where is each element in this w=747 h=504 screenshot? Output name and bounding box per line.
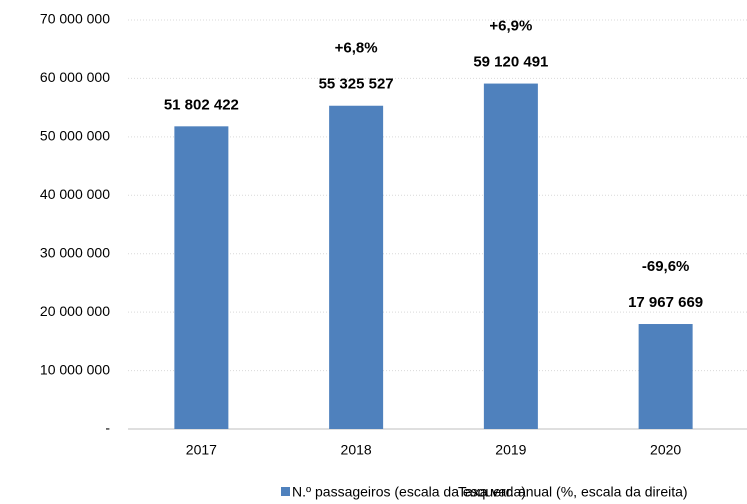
x-tick-label: 2019 xyxy=(495,442,526,458)
value-label: 55 325 527 xyxy=(319,76,394,93)
y-tick-label: - xyxy=(105,420,110,436)
value-label: 59 120 491 xyxy=(473,54,548,71)
bar xyxy=(329,105,384,430)
x-tick-label: 2017 xyxy=(186,442,217,458)
y-tick-label: 10 000 000 xyxy=(40,361,110,377)
value-label: 51 802 422 xyxy=(164,96,239,113)
change-label: +6,8% xyxy=(335,40,378,57)
legend-label: N.º passageiros (escala da esquerda) xyxy=(292,484,526,500)
y-tick-label: 50 000 000 xyxy=(40,128,110,144)
value-label: 17 967 669 xyxy=(628,294,703,311)
change-label: +6,9% xyxy=(489,18,532,35)
x-tick-label: 2018 xyxy=(341,442,372,458)
legend-label: Taxa var. anual (%, escala da direita) xyxy=(458,484,688,500)
bar xyxy=(638,324,693,429)
y-tick-label: 70 000 000 xyxy=(40,11,110,27)
bar xyxy=(174,126,229,429)
y-tick-label: 30 000 000 xyxy=(40,244,110,260)
y-tick-label: 60 000 000 xyxy=(40,69,110,85)
legend-swatch xyxy=(281,487,290,496)
bar xyxy=(483,83,538,429)
y-tick-label: 40 000 000 xyxy=(40,186,110,202)
change-label: -69,6% xyxy=(642,258,690,275)
y-tick-label: 20 000 000 xyxy=(40,303,110,319)
x-tick-label: 2020 xyxy=(650,442,681,458)
